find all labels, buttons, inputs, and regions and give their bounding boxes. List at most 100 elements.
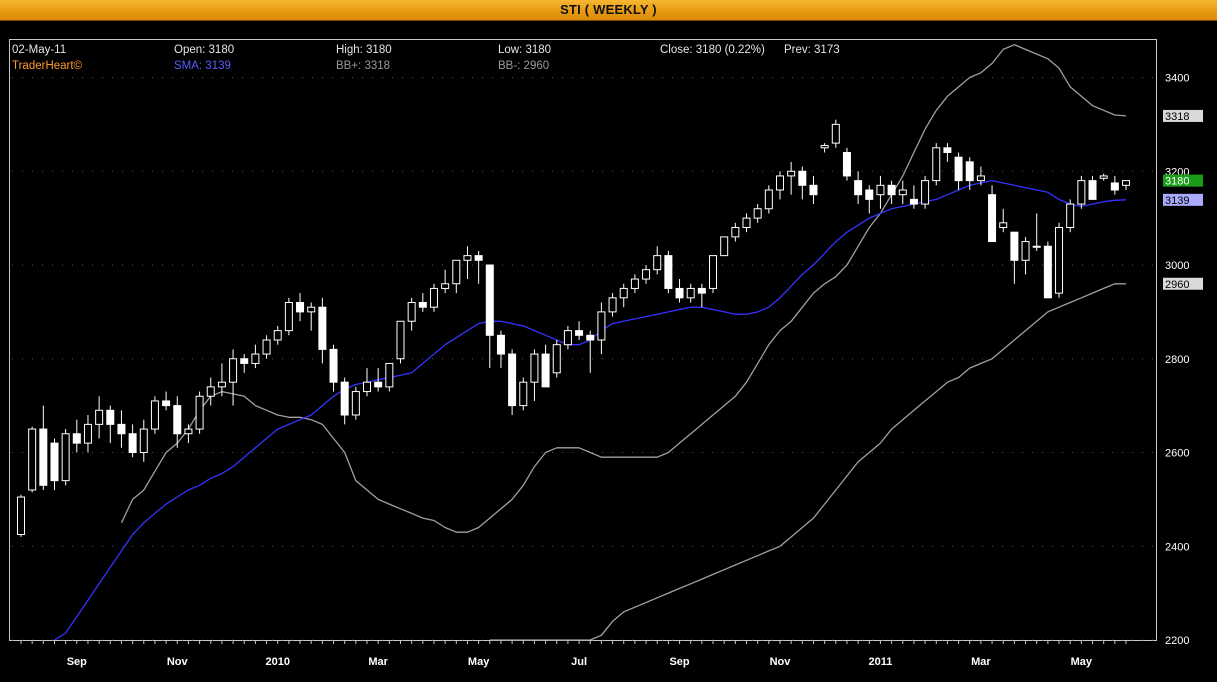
candle-body [1099, 175, 1108, 179]
candle-body [441, 283, 450, 289]
candle-body [429, 287, 438, 308]
candle [798, 166, 807, 200]
y-axis: 3400320030002800260024002200331831803139… [1163, 73, 1203, 647]
candle-body [1066, 203, 1075, 228]
x-tick-label: Sep [669, 656, 689, 668]
price-tag-label: 3180 [1165, 176, 1189, 188]
candle-body [586, 334, 595, 341]
price-tag-close: 3180 [1163, 174, 1203, 188]
candle [407, 297, 416, 331]
x-tick-label: Nov [167, 656, 189, 668]
candle [530, 349, 539, 401]
candle [95, 396, 104, 439]
price-tag-bg [1163, 174, 1203, 187]
grid-lines [12, 77, 1154, 641]
candle [262, 335, 271, 359]
candle [1122, 180, 1130, 190]
candle-body [318, 306, 327, 350]
x-tick-label: 2011 [869, 656, 893, 668]
price-tag-bg [1163, 109, 1203, 122]
x-tick-label: 2010 [265, 656, 289, 668]
y-tick-label: 2400 [1165, 541, 1189, 553]
candle-body [229, 358, 238, 383]
candle [630, 274, 639, 294]
candle [329, 344, 338, 392]
candle [831, 119, 840, 148]
candle [954, 152, 963, 190]
candle-body [720, 236, 729, 257]
candle-body [552, 344, 561, 374]
candle [429, 283, 438, 312]
candles [17, 119, 1130, 537]
candle-body [72, 433, 81, 444]
candle-body [563, 330, 572, 346]
candle-body [139, 428, 148, 453]
candle [1077, 175, 1086, 209]
candle [619, 283, 628, 308]
candle-body [329, 348, 338, 383]
candle [318, 297, 327, 364]
candle-body [296, 302, 305, 313]
candle-body [709, 255, 718, 289]
candle [675, 279, 684, 303]
candlestick-chart[interactable]: 3400320030002800260024002200331831803139… [0, 21, 1217, 682]
candle [541, 344, 550, 388]
candle [195, 391, 204, 434]
candle-body [965, 161, 974, 182]
candle-body [363, 381, 372, 393]
plot-border [9, 39, 1157, 641]
candle [106, 405, 115, 444]
y-tick-label: 2800 [1165, 354, 1189, 366]
candle [184, 424, 193, 444]
candle [519, 377, 528, 411]
candle [563, 325, 572, 350]
candle-body [206, 386, 215, 397]
candle-body [1043, 245, 1052, 299]
bb-lower-line [489, 283, 1126, 641]
candle-body [976, 175, 985, 182]
candle-body [809, 184, 818, 196]
candle [1088, 175, 1097, 200]
candle [162, 391, 171, 411]
bollinger-bands [120, 44, 1127, 641]
price-tag-sma: 3139 [1163, 193, 1203, 207]
candle [1110, 175, 1119, 195]
candle [742, 213, 751, 233]
candle-body [173, 405, 182, 435]
candle [775, 171, 784, 200]
candle [921, 175, 930, 209]
price-tag-label: 3318 [1165, 111, 1189, 123]
candle-body [842, 152, 851, 177]
candle-body [988, 194, 997, 243]
candle-body [530, 353, 539, 383]
candle-body [954, 156, 963, 182]
candle-body [753, 208, 762, 219]
candle-body [240, 358, 249, 364]
candle-body [508, 353, 517, 407]
chart-title: STI ( WEEKLY ) [560, 2, 657, 17]
info-bb-plus: BB+: 3318 [336, 60, 391, 72]
candle-body [1032, 245, 1041, 248]
candle [1021, 236, 1030, 275]
candle [496, 330, 505, 369]
candle-body [943, 147, 952, 153]
candle-body [61, 433, 70, 482]
candle-body [374, 381, 383, 388]
candle-body [932, 147, 941, 182]
candle-body [798, 170, 807, 186]
candle-body [95, 409, 104, 425]
candle-body [184, 428, 193, 435]
candle-body [820, 144, 829, 149]
candle-body [921, 180, 930, 205]
candle [61, 429, 70, 486]
candle [296, 293, 305, 322]
candle-body [452, 259, 461, 285]
candle-body [351, 391, 360, 416]
candle [854, 171, 863, 205]
candle-body [150, 400, 159, 430]
candle-body [541, 353, 550, 388]
candle [39, 405, 48, 490]
x-tick-label: Mar [368, 656, 388, 668]
candle-body [83, 423, 92, 444]
candle [575, 321, 584, 340]
